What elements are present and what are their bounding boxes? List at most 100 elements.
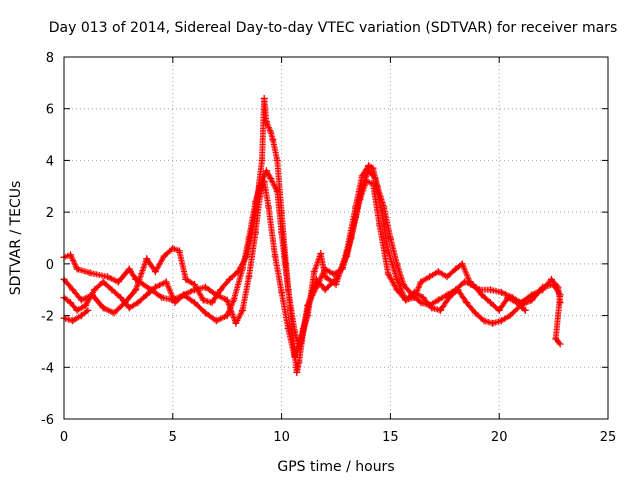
data-point <box>454 286 462 294</box>
data-point <box>180 291 188 299</box>
data-point <box>339 265 347 273</box>
data-point <box>452 265 460 273</box>
data-point <box>521 306 529 314</box>
series-track-c <box>60 177 564 361</box>
data-point <box>86 269 94 277</box>
data-point <box>108 286 116 294</box>
plot-frame <box>63 56 609 420</box>
data-point <box>143 291 151 299</box>
data-point <box>480 317 488 325</box>
data-point <box>160 252 168 260</box>
data-point <box>171 299 179 307</box>
data-point <box>212 291 220 299</box>
data-point <box>393 260 401 268</box>
data-point <box>513 299 521 307</box>
data-point <box>212 317 220 325</box>
data-point <box>73 265 81 273</box>
series-markers <box>61 95 529 376</box>
data-point <box>556 340 564 348</box>
data-point <box>230 296 238 304</box>
data-point <box>436 306 444 314</box>
data-point <box>284 325 292 332</box>
data-point <box>419 293 427 301</box>
data-point <box>77 312 85 320</box>
data-point <box>162 278 170 286</box>
data-point <box>384 247 392 255</box>
data-point <box>125 265 133 273</box>
data-point <box>504 293 512 301</box>
y-tick-label: 6 <box>46 103 54 118</box>
data-point <box>295 358 303 366</box>
data-point <box>426 273 434 281</box>
data-point <box>104 273 112 281</box>
data-point <box>132 286 140 294</box>
data-point <box>310 268 318 276</box>
data-point <box>399 281 407 289</box>
data-point <box>376 221 384 229</box>
data-point <box>291 353 299 361</box>
data-point <box>445 293 453 301</box>
data-point <box>373 182 381 190</box>
data-point <box>69 317 77 325</box>
data-point <box>497 317 505 325</box>
data-point <box>267 128 275 136</box>
data-point <box>82 301 90 309</box>
data-point <box>365 162 373 170</box>
series-track-b <box>60 94 529 376</box>
data-point <box>238 306 246 314</box>
x-tick-label: 25 <box>600 430 617 445</box>
data-point <box>556 291 564 299</box>
data-point <box>256 193 264 201</box>
data-point <box>73 306 81 314</box>
data-point <box>410 288 418 296</box>
data-point <box>362 177 370 185</box>
data-point <box>245 273 253 281</box>
data-point <box>317 250 325 258</box>
data-point <box>330 270 338 278</box>
data-point <box>486 299 494 307</box>
data-point <box>293 368 301 376</box>
y-tick-label: -4 <box>41 361 54 376</box>
data-point <box>225 275 233 283</box>
x-tick-label: 10 <box>273 430 290 445</box>
data-point <box>506 312 514 320</box>
data-point <box>356 195 364 203</box>
data-point <box>158 293 166 301</box>
data-point <box>393 275 401 283</box>
data-point <box>67 251 75 259</box>
data-point <box>278 288 286 296</box>
data-point <box>478 291 486 299</box>
data-point <box>262 118 270 126</box>
data-point <box>550 281 558 289</box>
data-point <box>260 177 268 185</box>
data-point <box>117 293 125 301</box>
data-point <box>182 275 190 283</box>
y-tick-label: 8 <box>46 51 54 66</box>
data-point <box>223 312 231 320</box>
data-point <box>260 94 268 102</box>
data-point <box>321 265 329 273</box>
data-point <box>143 255 151 263</box>
data-series <box>60 94 564 376</box>
data-point <box>84 306 92 314</box>
data-point <box>369 180 377 188</box>
data-point <box>217 286 225 294</box>
data-point <box>67 299 75 307</box>
y-tick-label: 0 <box>46 258 54 273</box>
data-point <box>386 234 394 242</box>
x-axis-label: GPS time / hours <box>277 459 394 475</box>
data-point <box>471 309 479 317</box>
data-point <box>208 299 216 307</box>
data-point <box>125 304 133 312</box>
data-point <box>90 286 98 294</box>
data-point <box>269 136 277 144</box>
data-point <box>110 309 118 317</box>
data-point <box>528 296 536 304</box>
data-point <box>369 164 377 172</box>
data-point <box>151 283 159 291</box>
data-point <box>251 229 259 237</box>
y-tick-label: 2 <box>46 206 54 221</box>
data-point <box>347 234 355 242</box>
data-point <box>201 283 209 291</box>
